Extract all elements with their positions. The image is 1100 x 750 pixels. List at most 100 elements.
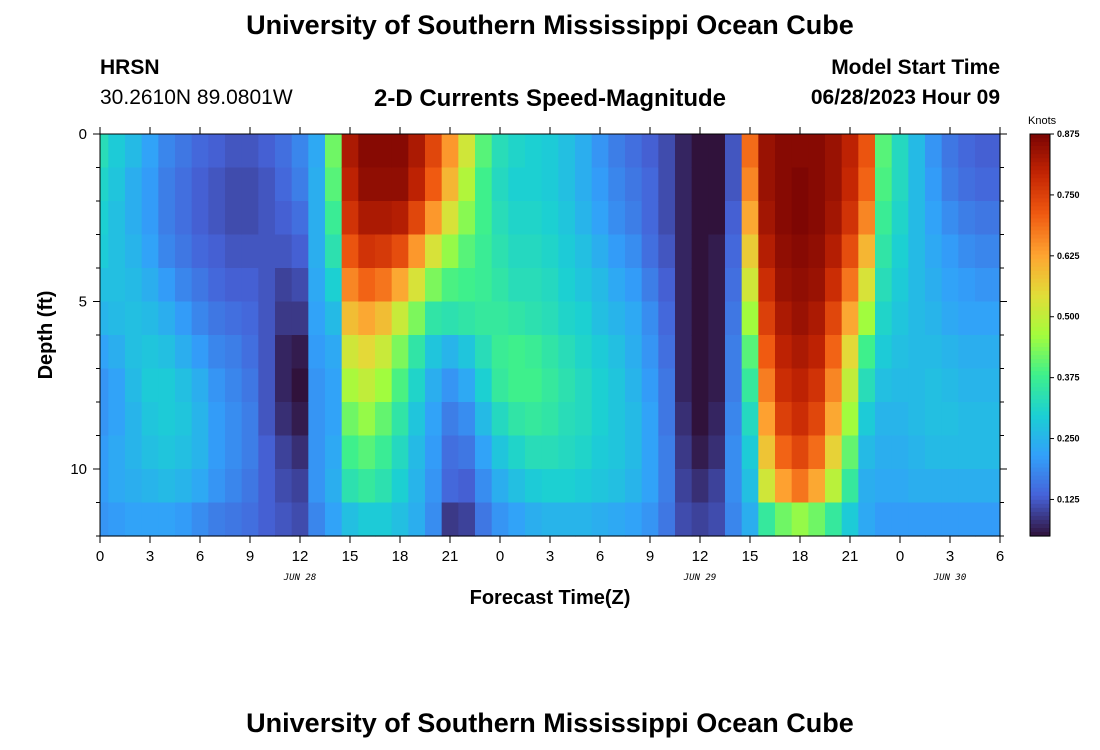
heatmap-cell	[491, 435, 509, 470]
heatmap-cell	[558, 167, 576, 202]
heatmap-cell	[608, 502, 626, 537]
heatmap-cell	[258, 435, 276, 470]
heatmap-cell	[825, 167, 843, 202]
heatmap-cell	[691, 301, 709, 336]
heatmap-cell	[725, 502, 743, 537]
heatmap-cell	[625, 469, 643, 504]
colorbar-segment	[1030, 142, 1050, 147]
heatmap-cell	[891, 402, 909, 437]
x-tick-label: 0	[496, 548, 504, 565]
heatmap-cell	[575, 335, 593, 370]
model-start-label: Model Start Time	[831, 56, 1000, 79]
heatmap-cell	[875, 134, 893, 169]
heatmap-cell	[808, 435, 826, 470]
heatmap-cell	[558, 435, 576, 470]
heatmap-cell	[975, 234, 993, 269]
heatmap-cell	[975, 402, 993, 437]
heatmap-cell	[525, 402, 543, 437]
heatmap-cell	[808, 469, 826, 504]
heatmap-cell	[225, 435, 243, 470]
heatmap-cell	[841, 268, 859, 303]
heatmap-cell	[741, 234, 759, 269]
heatmap-cell	[908, 234, 926, 269]
colorbar-segment	[1030, 134, 1050, 139]
heatmap-cell	[491, 502, 509, 537]
heatmap-cell	[675, 435, 693, 470]
heatmap-cell	[558, 335, 576, 370]
colorbar-segment	[1030, 222, 1050, 228]
heatmap-cell	[575, 469, 593, 504]
heatmap-cell	[625, 201, 643, 236]
heatmap-cell	[100, 335, 109, 370]
colorbar-segment	[1030, 194, 1050, 199]
heatmap-cell	[608, 368, 626, 403]
heatmap-cell	[825, 234, 843, 269]
y-tick-label: 5	[79, 294, 87, 311]
heatmap-cell	[725, 335, 743, 370]
heatmap-cell	[891, 201, 909, 236]
heatmap-cell	[258, 167, 276, 202]
colorbar-segment	[1030, 335, 1050, 340]
heatmap-cell	[225, 234, 243, 269]
heatmap-cell	[375, 234, 393, 269]
heatmap-cell	[658, 502, 676, 537]
heatmap-cell	[991, 268, 1001, 303]
heatmap-cell	[991, 201, 1001, 236]
colorbar-segment	[1030, 435, 1050, 441]
colorbar-segment	[1030, 359, 1050, 364]
colorbar-segment	[1030, 371, 1050, 376]
heatmap-cell	[391, 134, 409, 169]
heatmap-cell	[541, 335, 559, 370]
heatmap-cell	[941, 201, 959, 236]
heatmap-cell	[841, 402, 859, 437]
heatmap-cell	[941, 268, 959, 303]
heatmap-cell	[825, 502, 843, 537]
heatmap-cell	[791, 234, 809, 269]
heatmap-cell	[158, 368, 176, 403]
heatmap-cell	[808, 301, 826, 336]
heatmap-cell	[741, 134, 759, 169]
x-tick-label: 0	[896, 548, 904, 565]
colorbar-segment	[1030, 375, 1050, 380]
heatmap-cell	[958, 268, 976, 303]
y-tick-label: 0	[79, 126, 87, 143]
heatmap-cell	[208, 402, 226, 437]
heatmap-cell	[258, 234, 276, 269]
heatmap-cell	[125, 301, 143, 336]
heatmap-cell	[791, 134, 809, 169]
colorbar-segment	[1030, 363, 1050, 368]
heatmap-cell	[791, 268, 809, 303]
heatmap-cell	[241, 368, 259, 403]
heatmap-cell	[725, 469, 743, 504]
heatmap-cell	[541, 502, 559, 537]
heatmap-cell	[641, 134, 659, 169]
heatmap-cell	[358, 435, 376, 470]
colorbar-segment	[1030, 202, 1050, 207]
heatmap-cell	[958, 469, 976, 504]
heatmap-cell	[275, 402, 293, 437]
heatmap-cell	[375, 368, 393, 403]
heatmap-cell	[925, 167, 943, 202]
heatmap-cell	[875, 435, 893, 470]
heatmap-cell	[758, 502, 776, 537]
heatmap-cell	[458, 435, 476, 470]
x-tick-label: 6	[596, 548, 604, 565]
colorbar-segment	[1030, 174, 1050, 179]
heatmap-cell	[391, 268, 409, 303]
heatmap-cell	[541, 167, 559, 202]
colorbar-segment	[1030, 226, 1050, 232]
heatmap-cell	[408, 435, 426, 470]
heatmap-cell	[841, 502, 859, 537]
heatmap-cell	[525, 469, 543, 504]
heatmap-cell	[775, 234, 793, 269]
heatmap-cell	[458, 368, 476, 403]
x-tick-label: 21	[442, 548, 459, 565]
heatmap-cell	[708, 335, 726, 370]
heatmap-cell	[258, 301, 276, 336]
colorbar-segment	[1030, 246, 1050, 252]
colorbar-segment	[1030, 294, 1050, 300]
colorbar-segment	[1030, 162, 1050, 167]
heatmap-cell	[341, 335, 359, 370]
heatmap-cell	[891, 335, 909, 370]
heatmap-cell	[858, 435, 876, 470]
